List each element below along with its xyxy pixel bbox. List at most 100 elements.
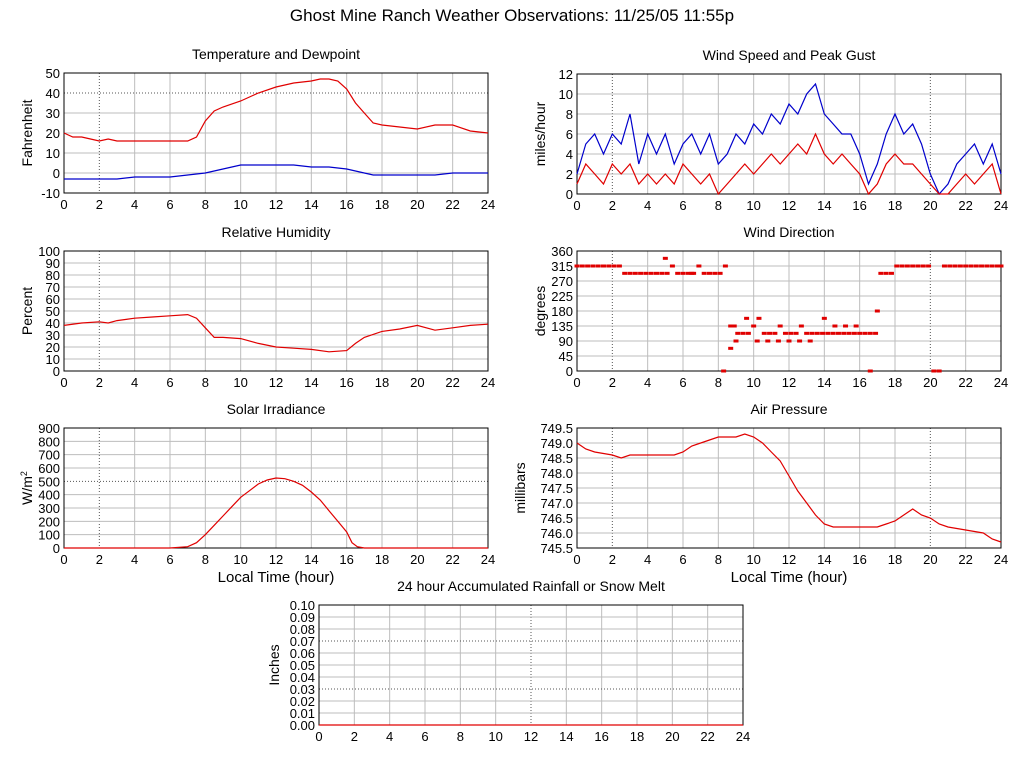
x-tick-label: 10: [233, 197, 247, 212]
data-point: [638, 271, 644, 275]
y-axis-label: Fahrenheit: [19, 99, 35, 166]
x-tick-label: 22: [958, 552, 972, 567]
data-point: [804, 331, 810, 335]
y-tick-label: 50: [46, 304, 60, 319]
y-axis-label: degrees: [532, 286, 548, 337]
y-tick-label: 2: [566, 167, 573, 182]
x-tick-label: 0: [60, 552, 67, 567]
plot-frame: [63, 427, 489, 549]
data-point: [947, 264, 953, 268]
x-tick-label: 14: [559, 729, 573, 744]
x-tick-label: 8: [202, 197, 209, 212]
data-point: [740, 331, 746, 335]
x-tick-label: 14: [817, 198, 831, 213]
chart-title: Relative Humidity: [222, 224, 331, 240]
data-point: [920, 264, 926, 268]
x-tick-label: 24: [481, 197, 495, 212]
y-axis-label: miles/hour: [532, 101, 548, 166]
data-point: [832, 324, 838, 328]
data-point: [761, 331, 767, 335]
data-point: [830, 331, 836, 335]
plot-frame: [576, 427, 1002, 549]
x-tick-label: 22: [445, 552, 459, 567]
data-point: [904, 264, 910, 268]
y-tick-label: 40: [46, 316, 60, 331]
y-axis-label: Percent: [19, 287, 35, 335]
plot-frame: [576, 73, 1002, 195]
data-point: [754, 339, 760, 343]
x-tick-label: 18: [888, 198, 902, 213]
x-tick-label: 0: [573, 198, 580, 213]
data-point: [793, 331, 799, 335]
y-tick-label: 360: [551, 244, 573, 259]
series-line: [63, 313, 489, 353]
data-point: [915, 264, 921, 268]
x-tick-label: 18: [375, 552, 389, 567]
y-axis-label: W/m2: [19, 471, 35, 505]
data-point: [680, 271, 686, 275]
data-point: [601, 264, 606, 268]
x-tick-label: 16: [852, 552, 866, 567]
y-tick-label: 12: [559, 67, 573, 82]
data-point: [963, 264, 969, 268]
data-point: [696, 264, 702, 268]
y-tick-label: 700: [38, 448, 60, 463]
y-tick-label: 746.0: [540, 526, 573, 541]
data-point: [689, 271, 695, 275]
data-point: [820, 331, 826, 335]
data-point: [777, 324, 783, 328]
x-tick-label: 16: [339, 552, 353, 567]
data-point: [765, 339, 771, 343]
y-tick-label: 600: [38, 461, 60, 476]
x-tick-label: 4: [131, 197, 138, 212]
y-tick-label: 30: [46, 328, 60, 343]
x-tick-label: 8: [715, 375, 722, 390]
data-point: [878, 271, 884, 275]
data-point: [782, 331, 788, 335]
y-tick-label: 70: [46, 280, 60, 295]
chart-title: 24 hour Accumulated Rainfall or Snow Mel…: [397, 578, 665, 594]
x-tick-label: 6: [166, 552, 173, 567]
y-tick-label: 45: [559, 349, 573, 364]
x-tick-label: 2: [96, 197, 103, 212]
data-point: [825, 331, 831, 335]
data-point: [973, 264, 979, 268]
x-tick-label: 24: [481, 375, 495, 390]
x-tick-label: 6: [679, 198, 686, 213]
x-tick-label: 6: [166, 197, 173, 212]
data-point: [809, 331, 815, 335]
y-tick-label: 10: [46, 352, 60, 367]
data-point: [751, 324, 757, 328]
y-tick-label: 0.00: [290, 718, 315, 733]
y-tick-label: 0.09: [290, 610, 315, 625]
y-tick-label: 200: [38, 514, 60, 529]
x-tick-label: 22: [700, 729, 714, 744]
data-point: [931, 369, 937, 373]
data-point: [659, 271, 665, 275]
series-line: [63, 78, 489, 142]
x-tick-label: 4: [131, 552, 138, 567]
data-point: [627, 271, 633, 275]
data-point: [767, 331, 773, 335]
x-tick-label: 20: [410, 552, 424, 567]
data-point: [701, 271, 707, 275]
data-point: [654, 271, 659, 275]
y-tick-label: 748.0: [540, 466, 573, 481]
data-point: [941, 264, 947, 268]
x-tick-label: 24: [736, 729, 750, 744]
data-point: [835, 331, 841, 335]
y-tick-label: 80: [46, 268, 60, 283]
x-tick-label: 24: [994, 375, 1008, 390]
x-tick-label: 14: [304, 197, 318, 212]
y-tick-label: 900: [38, 421, 60, 436]
x-tick-label: 10: [746, 375, 760, 390]
plot-frame: [63, 250, 489, 372]
x-tick-label: 6: [421, 729, 428, 744]
data-point: [851, 331, 857, 335]
data-point: [606, 264, 612, 268]
data-point: [798, 324, 804, 328]
y-tick-label: 500: [38, 474, 60, 489]
x-tick-label: 8: [202, 375, 209, 390]
y-tick-label: 0: [53, 364, 60, 379]
